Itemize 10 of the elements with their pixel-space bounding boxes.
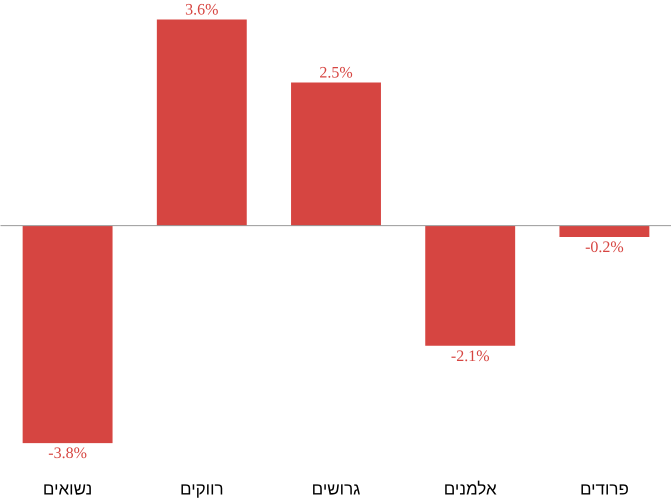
x-tick-label: פרודים — [580, 480, 629, 498]
x-tick-label: גרושים — [312, 480, 360, 498]
x-tick-label: נשואים — [42, 480, 92, 498]
data-label: 3.6% — [185, 2, 218, 19]
data-label: -2.1% — [450, 348, 490, 365]
x-tick-label: אלמנים — [444, 480, 497, 498]
x-tick-label: רווקים — [180, 480, 224, 498]
data-label: 2.5% — [319, 64, 353, 82]
data-label: -3.8% — [48, 445, 87, 462]
data-label: -0.2% — [585, 239, 624, 256]
